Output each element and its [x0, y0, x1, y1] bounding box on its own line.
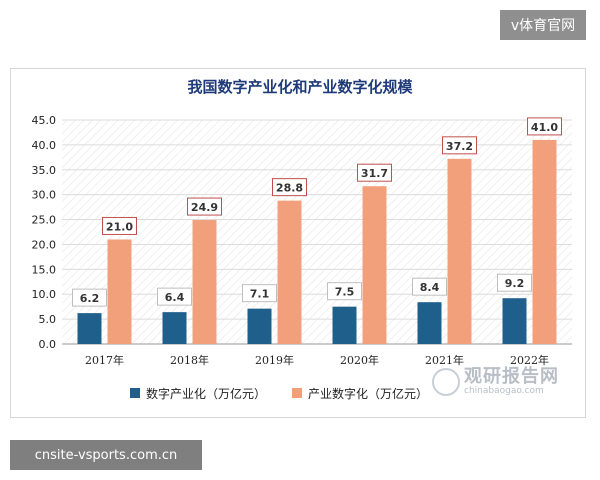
- y-tick-label: 35.0: [32, 164, 57, 177]
- data-label: 41.0: [531, 121, 558, 134]
- watermark-en: chinabaogao.com: [464, 385, 544, 396]
- data-label: 8.4: [420, 281, 440, 294]
- legend-swatch-industrial-digitalization: [292, 388, 303, 398]
- y-tick-label: 5.0: [39, 313, 57, 326]
- legend-item-digital-industrialization: 数字产业化（万亿元）: [130, 385, 266, 402]
- bar-industrial-digitalization: [192, 220, 217, 344]
- data-label-box: [497, 273, 532, 292]
- x-tick-label: 2021年: [425, 353, 464, 367]
- data-label: 28.8: [276, 182, 303, 195]
- chart-legend: 数字产业化（万亿元） 产业数字化（万亿元）: [130, 384, 450, 402]
- data-label-box: [272, 178, 307, 197]
- legend-swatch-digital-industrialization: [130, 388, 140, 398]
- data-label: 9.2: [505, 277, 525, 290]
- bar-industrial-digitalization: [447, 158, 472, 344]
- y-tick-label: 10.0: [32, 288, 57, 301]
- x-tick-label: 2017年: [85, 353, 124, 367]
- legend-label-digital-industrialization: 数字产业化（万亿元）: [146, 386, 267, 401]
- y-tick-label: 30.0: [32, 189, 57, 202]
- y-tick-label: 25.0: [32, 214, 57, 227]
- x-tick-label: 2018年: [170, 353, 209, 367]
- data-label: 6.4: [165, 291, 185, 304]
- x-tick-label: 2022年: [510, 353, 549, 367]
- bar-digital-industrialization: [247, 308, 272, 344]
- bar-industrial-digitalization: [107, 239, 132, 344]
- data-label: 7.1: [250, 288, 270, 301]
- watermark: 观研报告网 chinabaogao.com: [432, 364, 582, 400]
- data-label-box: [527, 117, 562, 136]
- top-site-badge: v体育官网: [500, 10, 586, 40]
- bar-digital-industrialization: [77, 313, 102, 344]
- data-label-box: [327, 282, 362, 301]
- legend-item-industrial-digitalization: 产业数字化（万亿元）: [292, 385, 428, 402]
- bottom-site-badge: cnsite-vsports.com.cn: [10, 440, 202, 470]
- data-label: 7.5: [335, 286, 355, 299]
- bar-digital-industrialization: [502, 298, 527, 344]
- data-label-box: [357, 163, 392, 182]
- bar-digital-industrialization: [417, 302, 442, 344]
- x-tick-label: 2020年: [340, 353, 379, 367]
- bar-industrial-digitalization: [532, 139, 557, 344]
- data-label: 37.2: [446, 140, 473, 153]
- watermark-text: 观研报告网 chinabaogao.com: [464, 365, 559, 396]
- data-label: 31.7: [361, 167, 388, 180]
- y-tick-label: 0.0: [39, 338, 57, 351]
- x-tick-label: 2019年: [255, 353, 294, 367]
- data-label: 21.0: [106, 220, 133, 233]
- y-tick-label: 45.0: [32, 114, 57, 127]
- chart-title: 我国数字产业化和产业数字化规模: [187, 78, 413, 96]
- watermark-logo-icon: [432, 368, 460, 396]
- data-label: 24.9: [191, 201, 218, 214]
- data-label-box: [442, 136, 477, 155]
- y-tick-label: 20.0: [32, 238, 57, 251]
- bar-industrial-digitalization: [362, 186, 387, 344]
- bar-industrial-digitalization: [277, 200, 302, 344]
- bar-digital-industrialization: [332, 306, 357, 344]
- data-label-box: [157, 287, 192, 306]
- data-label-box: [242, 284, 277, 303]
- legend-label-industrial-digitalization: 产业数字化（万亿元）: [308, 386, 429, 401]
- watermark-cn: 观研报告网: [464, 365, 559, 387]
- data-label-box: [72, 288, 107, 307]
- y-tick-label: 15.0: [32, 263, 57, 276]
- data-label-box: [187, 197, 222, 216]
- plot-area: [62, 120, 572, 344]
- data-label-box: [412, 277, 447, 296]
- data-label-box: [102, 216, 137, 235]
- bar-digital-industrialization: [162, 312, 187, 344]
- data-label: 6.2: [80, 292, 100, 305]
- y-tick-label: 40.0: [32, 139, 57, 152]
